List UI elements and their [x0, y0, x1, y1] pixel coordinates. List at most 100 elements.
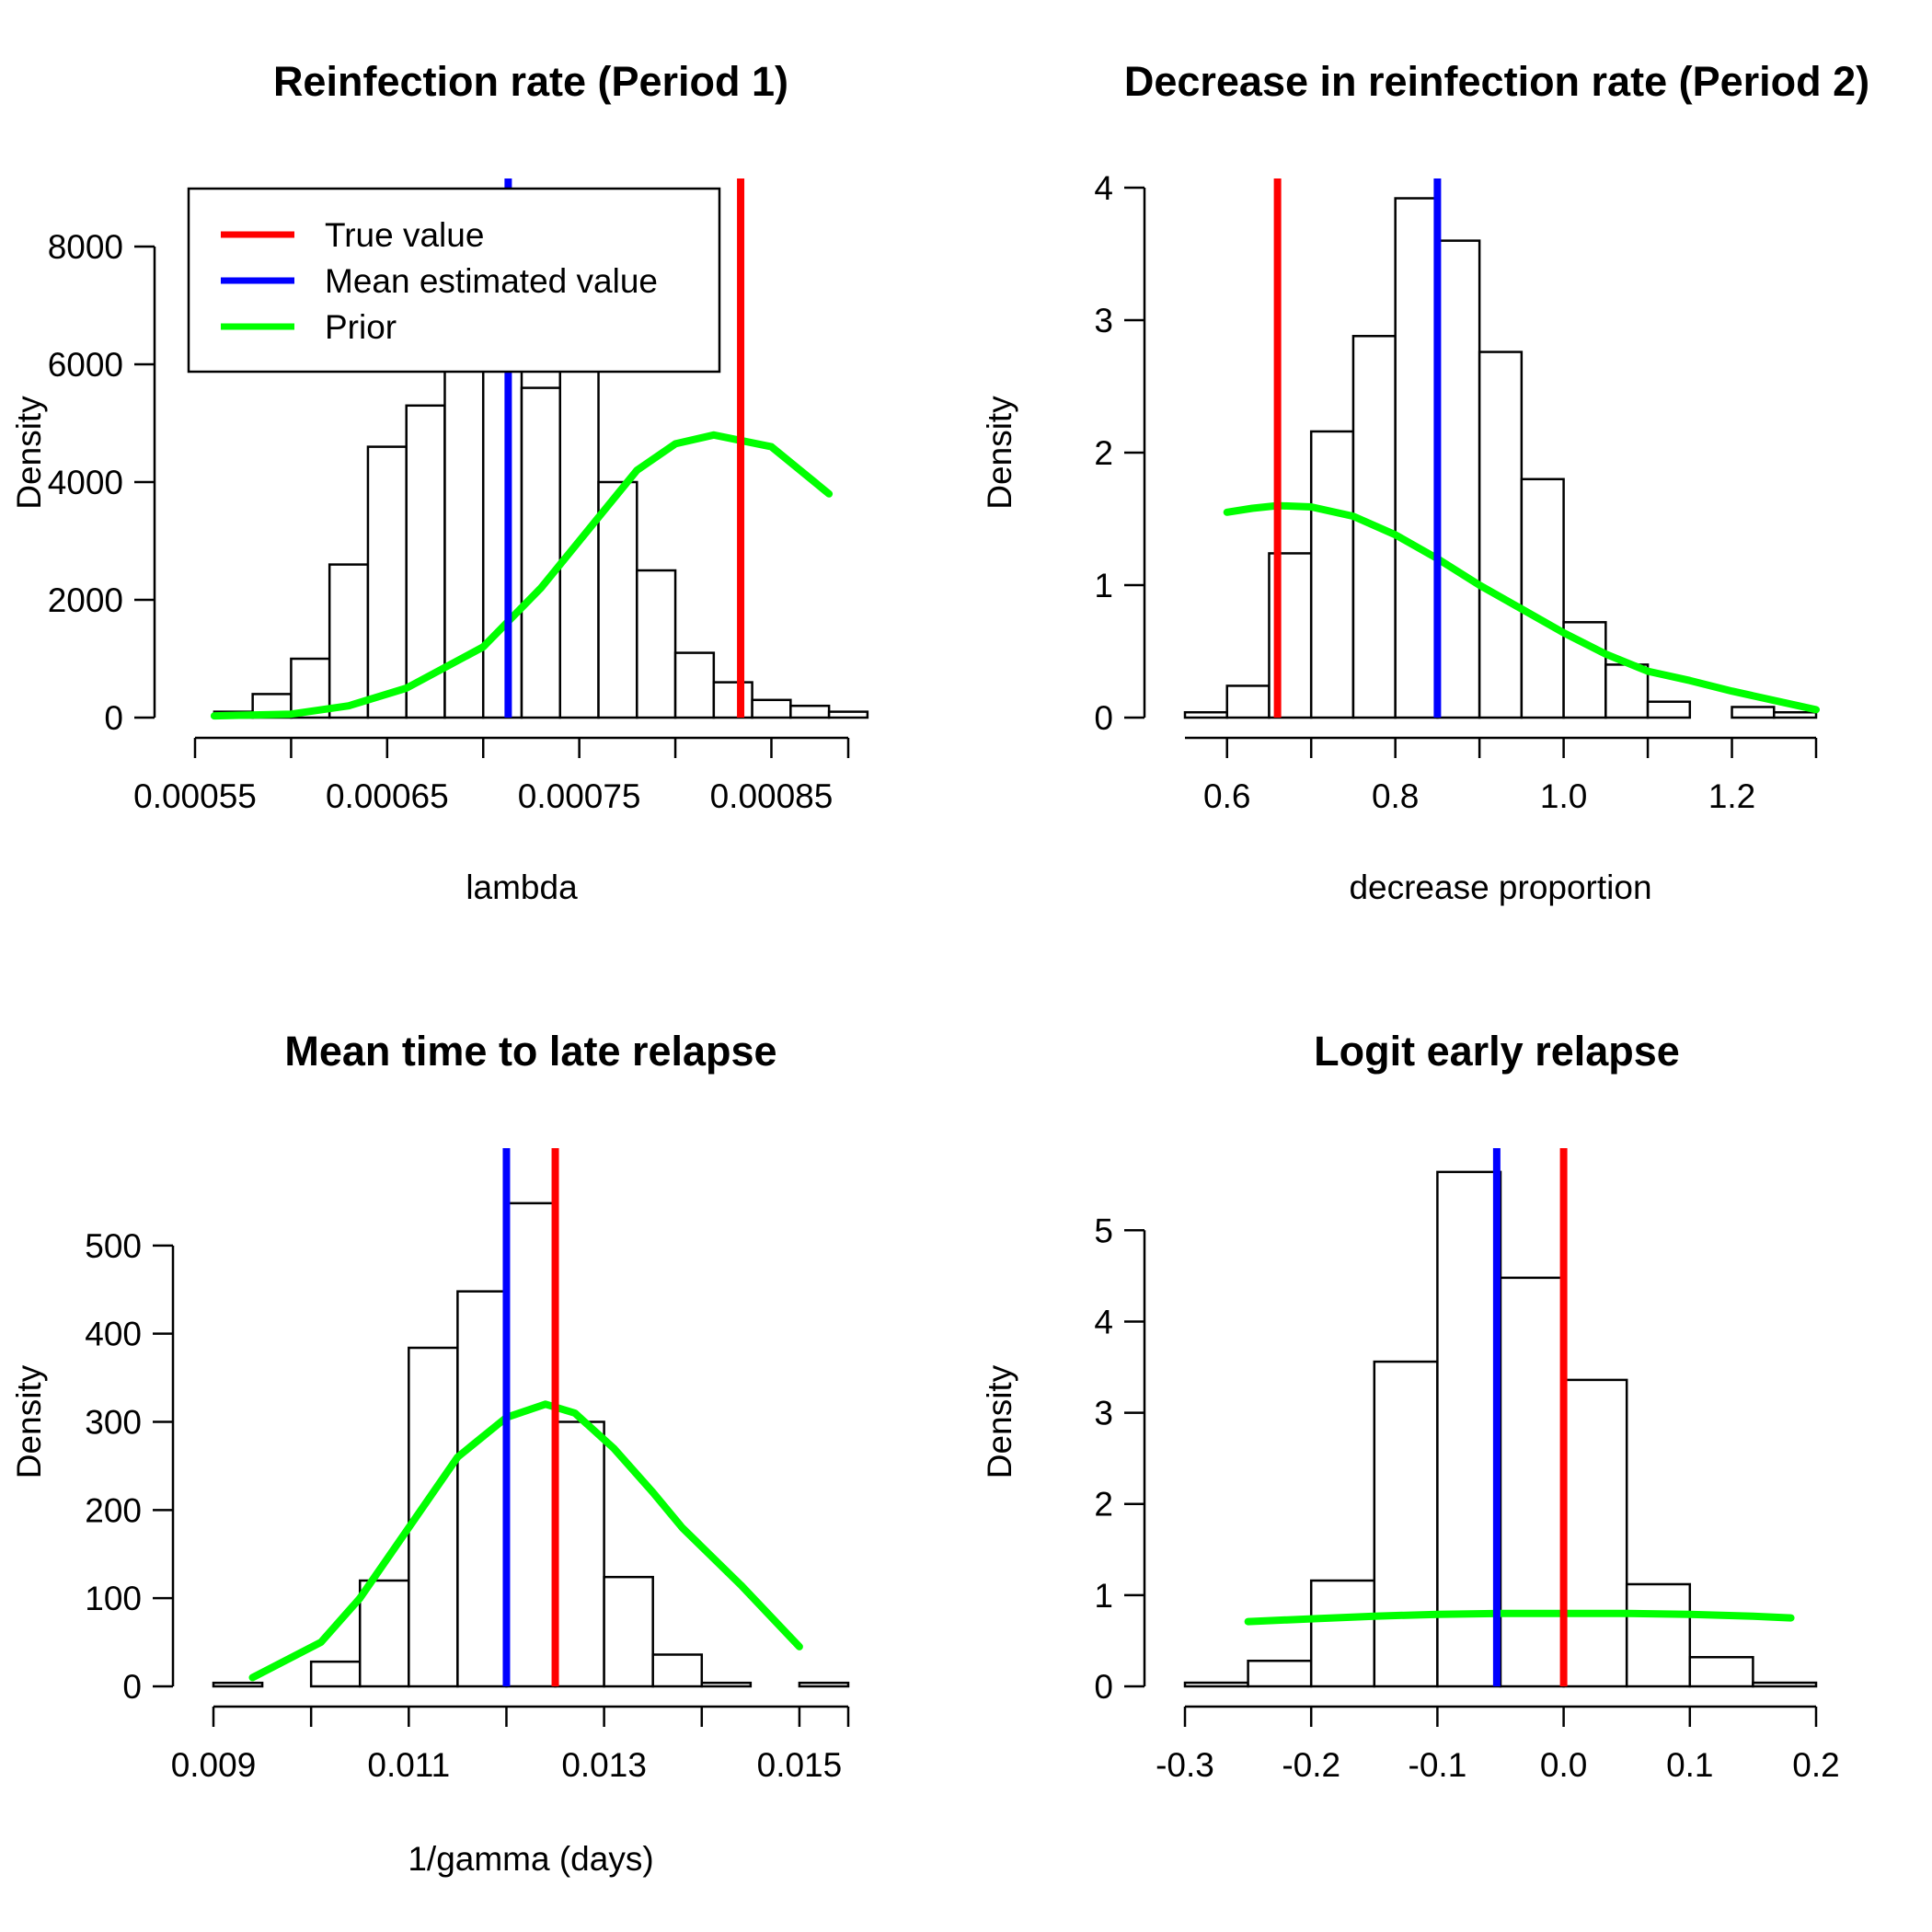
x-tick-label: 0.8 [1372, 777, 1419, 815]
y-tick-label: 0 [1094, 1668, 1113, 1706]
y-tick-label: 0 [1094, 699, 1113, 737]
histogram-bar [673, 651, 716, 719]
prior-density-curve [210, 431, 834, 720]
prior-density-curve [1223, 501, 1820, 714]
y-tick-label: 400 [85, 1316, 142, 1353]
y-tick-label: 5 [1094, 1212, 1113, 1249]
histogram-bar [328, 563, 370, 719]
x-tick-label: -0.3 [1156, 1746, 1214, 1784]
histogram-bar [1499, 1276, 1565, 1688]
y-tick-label: 0 [104, 699, 123, 737]
y-axis-label: Density [10, 396, 48, 510]
y-tick-label: 2 [1094, 434, 1113, 472]
histogram-bar [1394, 197, 1439, 719]
y-axis-label: Density [981, 396, 1018, 510]
x-tick-label: 0.6 [1203, 777, 1250, 815]
histogram-bar [1247, 1659, 1313, 1688]
histogram-bar [505, 1202, 557, 1688]
y-axis-label: Density [10, 1364, 48, 1478]
x-tick-label: 0.015 [757, 1746, 843, 1784]
y-tick-label: 2 [1094, 1486, 1113, 1524]
x-axis-label: 1/gamma (days) [408, 1840, 653, 1878]
histogram-bar [1309, 430, 1355, 719]
histogram-bar [751, 698, 792, 719]
chart-title: Reinfection rate (Period 1) [273, 58, 788, 105]
y-tick-label: 1 [1094, 1577, 1113, 1615]
histogram-bar [651, 1653, 704, 1688]
histogram-bar [789, 704, 831, 719]
histogram-bar [520, 386, 562, 719]
chart-panel-1: Reinfection rate (Period 1) 0 2000 4000 6000… [10, 58, 869, 906]
x-tick-label: 0.1 [1666, 1746, 1713, 1784]
histogram-bar [798, 1681, 850, 1688]
prior-density-curve [1244, 1609, 1795, 1626]
histogram-bar [366, 445, 408, 719]
chart-title: Decrease in reinfection rate (Period 2) [1124, 58, 1869, 105]
y-axis-label: Density [981, 1364, 1018, 1478]
x-tick-label: 0.00085 [710, 777, 834, 815]
y-tick-label: 500 [85, 1227, 142, 1265]
legend: True value Mean estimated value Prior [187, 187, 721, 374]
x-tick-label: -0.2 [1282, 1746, 1340, 1784]
histogram-bar [212, 1681, 264, 1688]
y-tick-label: 3 [1094, 1395, 1113, 1432]
x-tick-label: 0.0 [1540, 1746, 1587, 1784]
histogram-bar [554, 1420, 605, 1688]
x-tick-label: 0.00055 [133, 777, 257, 815]
x-tick-label: 0.2 [1792, 1746, 1839, 1784]
histogram-bar [1646, 700, 1692, 719]
chart-panel-2: Decrease in reinfection rate (Period 2) 0… [981, 58, 1869, 906]
y-tick-label: 300 [85, 1404, 142, 1442]
histogram-bar [712, 681, 753, 719]
x-tick-label: 0.00065 [326, 777, 449, 815]
histogram-bar [1688, 1656, 1754, 1688]
histogram-bar [481, 357, 523, 719]
histogram-bar [1436, 239, 1481, 719]
histogram-bar [700, 1681, 753, 1688]
histogram-bar [358, 1579, 410, 1688]
histogram-bar [1520, 477, 1565, 719]
histogram-bar [1478, 351, 1524, 719]
histogram-bar [1731, 706, 1776, 719]
histogram-bar [309, 1660, 362, 1688]
y-tick-label: 1 [1094, 567, 1113, 604]
legend-item-label: True value [325, 216, 484, 254]
chart-title: Mean time to late relapse [284, 1028, 776, 1075]
histogram-bar [1225, 684, 1271, 719]
y-tick-label: 200 [85, 1491, 142, 1529]
histogram-bar [1183, 710, 1228, 719]
histogram-bar [1752, 1681, 1818, 1688]
histogram-bar [1604, 663, 1650, 719]
y-tick-label: 2000 [48, 581, 123, 619]
x-tick-label: 0.013 [561, 1746, 647, 1784]
chart-panel-3: Mean time to late relapse 0 100 200 300 400 50… [10, 1028, 850, 1878]
histogram-bar [1309, 1579, 1376, 1688]
histogram-bar [1373, 1360, 1439, 1688]
y-tick-label: 3 [1094, 302, 1113, 339]
histogram-bar [1436, 1170, 1502, 1688]
x-tick-label: 0.00075 [518, 777, 641, 815]
x-tick-label: 1.2 [1708, 777, 1755, 815]
x-tick-label: 1.0 [1540, 777, 1587, 815]
histogram-bars [212, 1202, 850, 1688]
x-axis-label: decrease proportion [1349, 868, 1651, 906]
legend-item-label: Mean estimated value [325, 262, 658, 300]
y-tick-label: 4 [1094, 169, 1113, 207]
prior-density-curve [248, 1400, 803, 1682]
y-tick-label: 8000 [48, 228, 123, 266]
x-tick-label: 0.009 [171, 1746, 257, 1784]
histogram-bars [1183, 1170, 1818, 1688]
histogram-bar [1625, 1582, 1692, 1688]
legend-item-label: Prior [325, 308, 397, 346]
histogram-bar [827, 710, 869, 719]
histogram-bar [1183, 1681, 1249, 1688]
y-tick-label: 4 [1094, 1303, 1113, 1340]
chart-panel-4: Logit early relapse 0 1 2 3 4 5 -0.3 -0.2 -0.1 0.0… [981, 1028, 1840, 1784]
x-axis-label: lambda [466, 868, 578, 906]
chart-title: Logit early relapse [1314, 1028, 1680, 1075]
y-tick-label: 0 [122, 1668, 142, 1706]
histogram-bar [597, 480, 638, 719]
histogram-bar [1773, 710, 1818, 719]
histogram-bar [636, 569, 677, 719]
